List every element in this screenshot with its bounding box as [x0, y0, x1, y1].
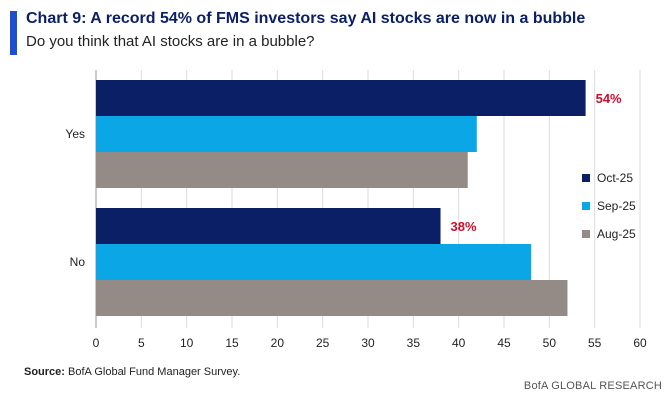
- legend-label-aug-25: Aug-25: [597, 227, 636, 241]
- legend-label-oct-25: Oct-25: [597, 171, 633, 185]
- bar-no-oct-25: [96, 208, 441, 244]
- source-label: Source:: [24, 366, 65, 378]
- x-tick-label-10: 10: [180, 336, 194, 350]
- data-label-no-oct-25: 38%: [451, 219, 477, 234]
- chart-subtitle: Do you think that AI stocks are in a bub…: [26, 33, 315, 50]
- bar-no-sep-25: [96, 244, 532, 280]
- x-tick-label-20: 20: [271, 336, 285, 350]
- bar-chart: 0 5 10 15 20 25 30 35 40 45 50 55 60 Yes No 54% 38% Oct-2…: [65, 70, 647, 350]
- source-note: Source: BofA Global Fund Manager Survey.: [24, 366, 240, 378]
- x-tick-label-55: 55: [588, 336, 602, 350]
- title-accent-bar: [10, 11, 17, 55]
- legend-swatch-aug-25: [582, 230, 590, 238]
- bar-no-aug-25: [96, 280, 568, 316]
- research-credit: BofA GLOBAL RESEARCH: [523, 380, 662, 392]
- x-tick-label-30: 30: [361, 336, 375, 350]
- data-label-yes-oct-25: 54%: [596, 91, 622, 106]
- legend-label-sep-25: Sep-25: [597, 199, 636, 213]
- x-tick-label-35: 35: [407, 336, 421, 350]
- bar-yes-oct-25: [96, 80, 586, 116]
- x-tick-label-50: 50: [543, 336, 557, 350]
- legend-swatch-oct-25: [582, 174, 590, 182]
- x-tick-label-25: 25: [316, 336, 330, 350]
- x-tick-label-60: 60: [633, 336, 647, 350]
- category-label-no: No: [70, 255, 86, 269]
- legend-swatch-sep-25: [582, 202, 590, 210]
- x-tick-label-5: 5: [138, 336, 145, 350]
- x-tick-label-40: 40: [452, 336, 466, 350]
- x-tick-label-0: 0: [93, 336, 100, 350]
- x-tick-label-15: 15: [225, 336, 239, 350]
- chart-title: Chart 9: A record 54% of FMS investors s…: [26, 10, 586, 27]
- x-tick-label-45: 45: [497, 336, 511, 350]
- source-text: BofA Global Fund Manager Survey.: [68, 366, 241, 378]
- category-label-yes: Yes: [65, 127, 85, 141]
- bar-yes-aug-25: [96, 152, 468, 188]
- bar-yes-sep-25: [96, 116, 477, 152]
